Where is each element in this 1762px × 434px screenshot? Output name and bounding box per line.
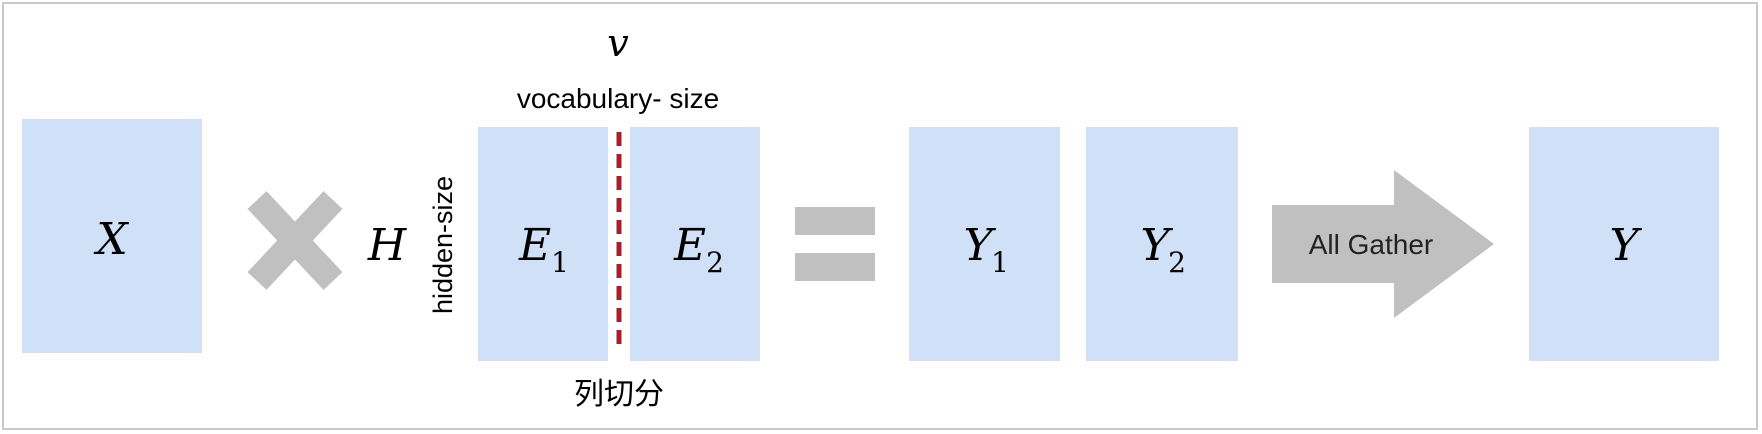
block-e1-subscript: 1 xyxy=(551,246,569,279)
column-split-label: 列切分 xyxy=(574,378,664,411)
block-y-rect xyxy=(1529,127,1719,361)
block-x: X xyxy=(22,119,202,353)
block-e2-subscript: 2 xyxy=(706,246,724,279)
block-y1-rect xyxy=(909,127,1060,361)
multiply-icon xyxy=(247,191,343,290)
vocabulary-size-label: vocabulary- size xyxy=(517,83,719,114)
equals-bar-top xyxy=(795,207,875,235)
block-e1: E 1 xyxy=(478,127,608,361)
v-symbol: v xyxy=(607,21,629,65)
all-gather-label: All Gather xyxy=(1309,229,1434,260)
block-y1-symbol: Y xyxy=(963,220,996,271)
block-y2-subscript: 2 xyxy=(1168,246,1186,279)
block-y1: Y 1 xyxy=(909,127,1060,361)
h-symbol: H xyxy=(367,220,408,271)
block-e2-symbol: E xyxy=(673,220,706,271)
block-y-symbol: Y xyxy=(1609,220,1642,271)
block-y1-subscript: 1 xyxy=(991,246,1009,279)
equals-icon xyxy=(795,207,875,281)
block-x-symbol: X xyxy=(93,214,129,265)
block-e1-symbol: E xyxy=(518,220,551,271)
block-y2-symbol: Y xyxy=(1140,220,1173,271)
block-e2: E 2 xyxy=(630,127,760,361)
block-y2-rect xyxy=(1086,127,1238,361)
block-y2: Y 2 xyxy=(1086,127,1238,361)
block-y: Y xyxy=(1529,127,1719,361)
block-e1-rect xyxy=(478,127,608,361)
all-gather-arrow-shape xyxy=(1272,170,1494,318)
arrow-right-icon: All Gather xyxy=(1272,170,1494,318)
block-x-rect xyxy=(22,119,202,353)
equals-bar-bottom xyxy=(795,253,875,281)
hidden-size-label: hidden-size xyxy=(428,176,458,314)
multiply-stroke-b xyxy=(247,191,343,290)
block-e2-rect xyxy=(630,127,760,361)
